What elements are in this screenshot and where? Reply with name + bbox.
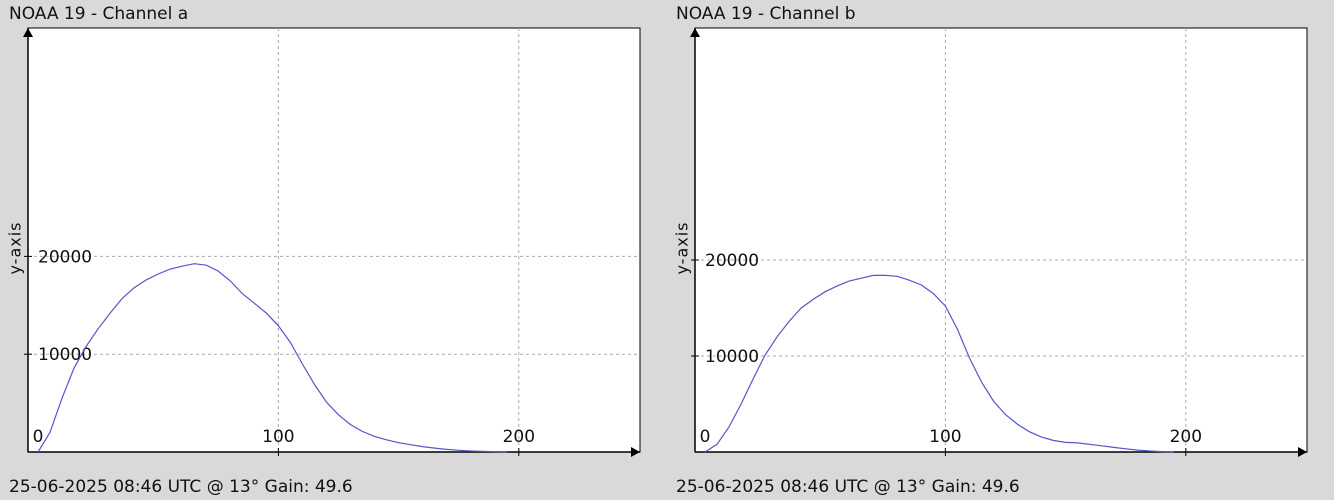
chart-footer: 25-06-2025 08:46 UTC @ 13° Gain: 49.6 — [676, 477, 1020, 497]
chart-footer: 25-06-2025 08:46 UTC @ 13° Gain: 49.6 — [9, 477, 353, 497]
line-chart-channel-b: 0 100 200 10000 20000 — [690, 27, 1308, 457]
x-tick-label: 0 — [33, 427, 44, 447]
y-tick-label: 10000 — [38, 345, 92, 365]
y-axis-arrow — [690, 28, 700, 37]
x-tick-label: 100 — [929, 427, 961, 447]
y-axis-label: y-axis — [672, 221, 692, 275]
chart-title: NOAA 19 - Channel b — [676, 4, 856, 24]
y-tick-label: 20000 — [38, 247, 92, 267]
line-chart-channel-a: 0 100 200 10000 20000 — [23, 27, 641, 457]
plot-area — [694, 27, 1308, 453]
data-series-line — [704, 274, 1174, 453]
data-series-line — [37, 263, 507, 453]
x-tick-label: 200 — [503, 427, 535, 447]
x-axis-arrow — [1298, 447, 1307, 457]
y-axis-arrow — [23, 28, 33, 37]
y-tick-label: 20000 — [705, 251, 759, 271]
x-tick-label: 100 — [262, 427, 294, 447]
chart-panel-channel-a: NOAA 19 - Channel a 0 100 200 10000 20000 y-… — [5, 4, 641, 497]
x-tick-label: 0 — [700, 427, 711, 447]
x-tick-label: 200 — [1170, 427, 1202, 447]
y-tick-label: 10000 — [705, 347, 759, 367]
chart-panel-channel-b: NOAA 19 - Channel b 0 100 200 10000 20000 y-… — [667, 0, 1334, 500]
x-axis-arrow — [631, 447, 640, 457]
chart-title: NOAA 19 - Channel a — [9, 4, 189, 24]
y-axis-label: y-axis — [5, 221, 25, 275]
plot-area — [27, 27, 641, 453]
